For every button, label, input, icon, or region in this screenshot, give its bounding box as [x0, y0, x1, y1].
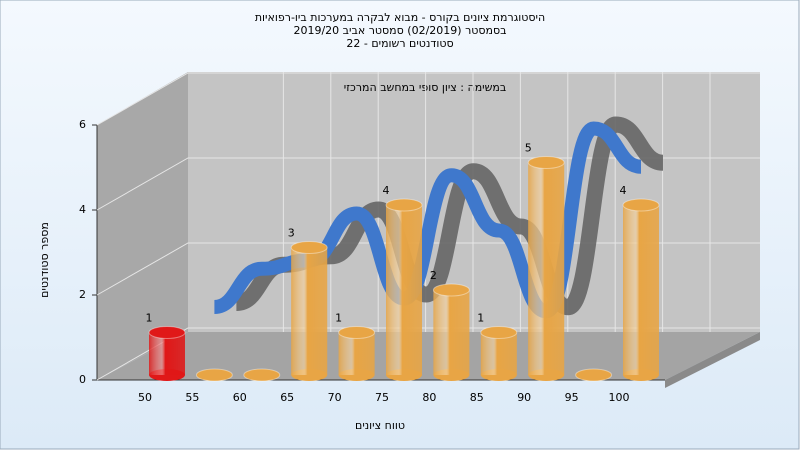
bar: [195, 368, 233, 382]
y-tick-label: 6: [79, 118, 86, 131]
title: סטודנטים רשומים - 22: [346, 37, 453, 50]
x-tick-label: 75: [375, 391, 389, 404]
bar: [575, 368, 613, 382]
grid-line: [96, 327, 760, 381]
bar-cap: [195, 368, 233, 382]
floor: [97, 332, 760, 380]
value-label: 5: [525, 142, 532, 155]
x-tick-label: 100: [609, 391, 630, 404]
bar: [432, 283, 470, 381]
bar-cap: [432, 283, 470, 297]
bar-body-shade: [291, 247, 328, 375]
bar-cap: [575, 368, 613, 382]
bar-body-shade: [528, 162, 565, 375]
bar: [622, 198, 660, 381]
side-wall: [97, 72, 188, 380]
bar-body: [480, 332, 517, 375]
bar-body-shade: [623, 205, 659, 375]
bar-body-shade: [433, 290, 470, 375]
y-tick-label: 0: [79, 373, 86, 386]
x-tick-label: 55: [185, 391, 199, 404]
value-label: 4: [620, 184, 627, 197]
bar-body: [528, 162, 565, 375]
bar-cap: [527, 156, 565, 169]
bar-body-shade: [338, 332, 375, 375]
bar: [148, 326, 186, 381]
y-tick-label: 4: [79, 203, 86, 216]
bar: [385, 198, 423, 381]
bar-cap: [148, 326, 186, 339]
bar-cap: [385, 198, 423, 212]
bar-cap: [622, 198, 660, 212]
bar: [243, 368, 281, 382]
bar-body: [291, 247, 328, 375]
bar-cap: [243, 368, 281, 382]
title: בסמסטר (02/2019) סמסטר אביב 2019/20: [293, 24, 506, 37]
grid-line: [96, 72, 760, 126]
floor-edge: [665, 332, 760, 388]
subtitle: במשימה : ציון סופי במחשב המרכזי: [344, 81, 507, 94]
bar: [290, 241, 328, 381]
title: היסטוגרמת ציונים בקורס - מבוא לבקרה במער…: [255, 11, 545, 24]
grid-line: [96, 157, 760, 211]
value-label: 1: [477, 312, 484, 325]
value-label: 1: [146, 312, 153, 325]
x-tick-label: 70: [328, 391, 342, 404]
x-tick-label: 65: [280, 391, 294, 404]
bar-body-shade: [149, 332, 185, 375]
y-tick-label: 2: [79, 288, 86, 301]
x-tick-label: 90: [517, 391, 531, 404]
x-tick-label: 85: [470, 391, 484, 404]
bar-body: [149, 332, 185, 375]
bar-body: [338, 332, 375, 375]
x-tick-label: 50: [138, 391, 152, 404]
bar-cap: [290, 241, 328, 254]
bar-body-shade: [386, 205, 422, 375]
bar-cap: [338, 326, 376, 339]
value-label: 1: [335, 312, 342, 325]
y-axis-label: מספר סטודנטים: [38, 222, 51, 298]
bar-body: [433, 290, 470, 375]
bar-body-shade: [480, 332, 517, 375]
bar: [527, 156, 565, 381]
value-label: 4: [383, 184, 390, 197]
x-tick-label: 80: [422, 391, 436, 404]
x-tick-label: 60: [233, 391, 247, 404]
value-label: 3: [288, 227, 295, 240]
bar-body: [623, 205, 659, 375]
bar-cap: [480, 326, 518, 339]
x-tick-label: 95: [565, 391, 579, 404]
bar: [338, 326, 376, 381]
x-axis-label: טווח ציונים: [355, 419, 405, 432]
bar-body: [386, 205, 422, 375]
bar: [480, 326, 518, 381]
value-label: 2: [430, 269, 437, 282]
